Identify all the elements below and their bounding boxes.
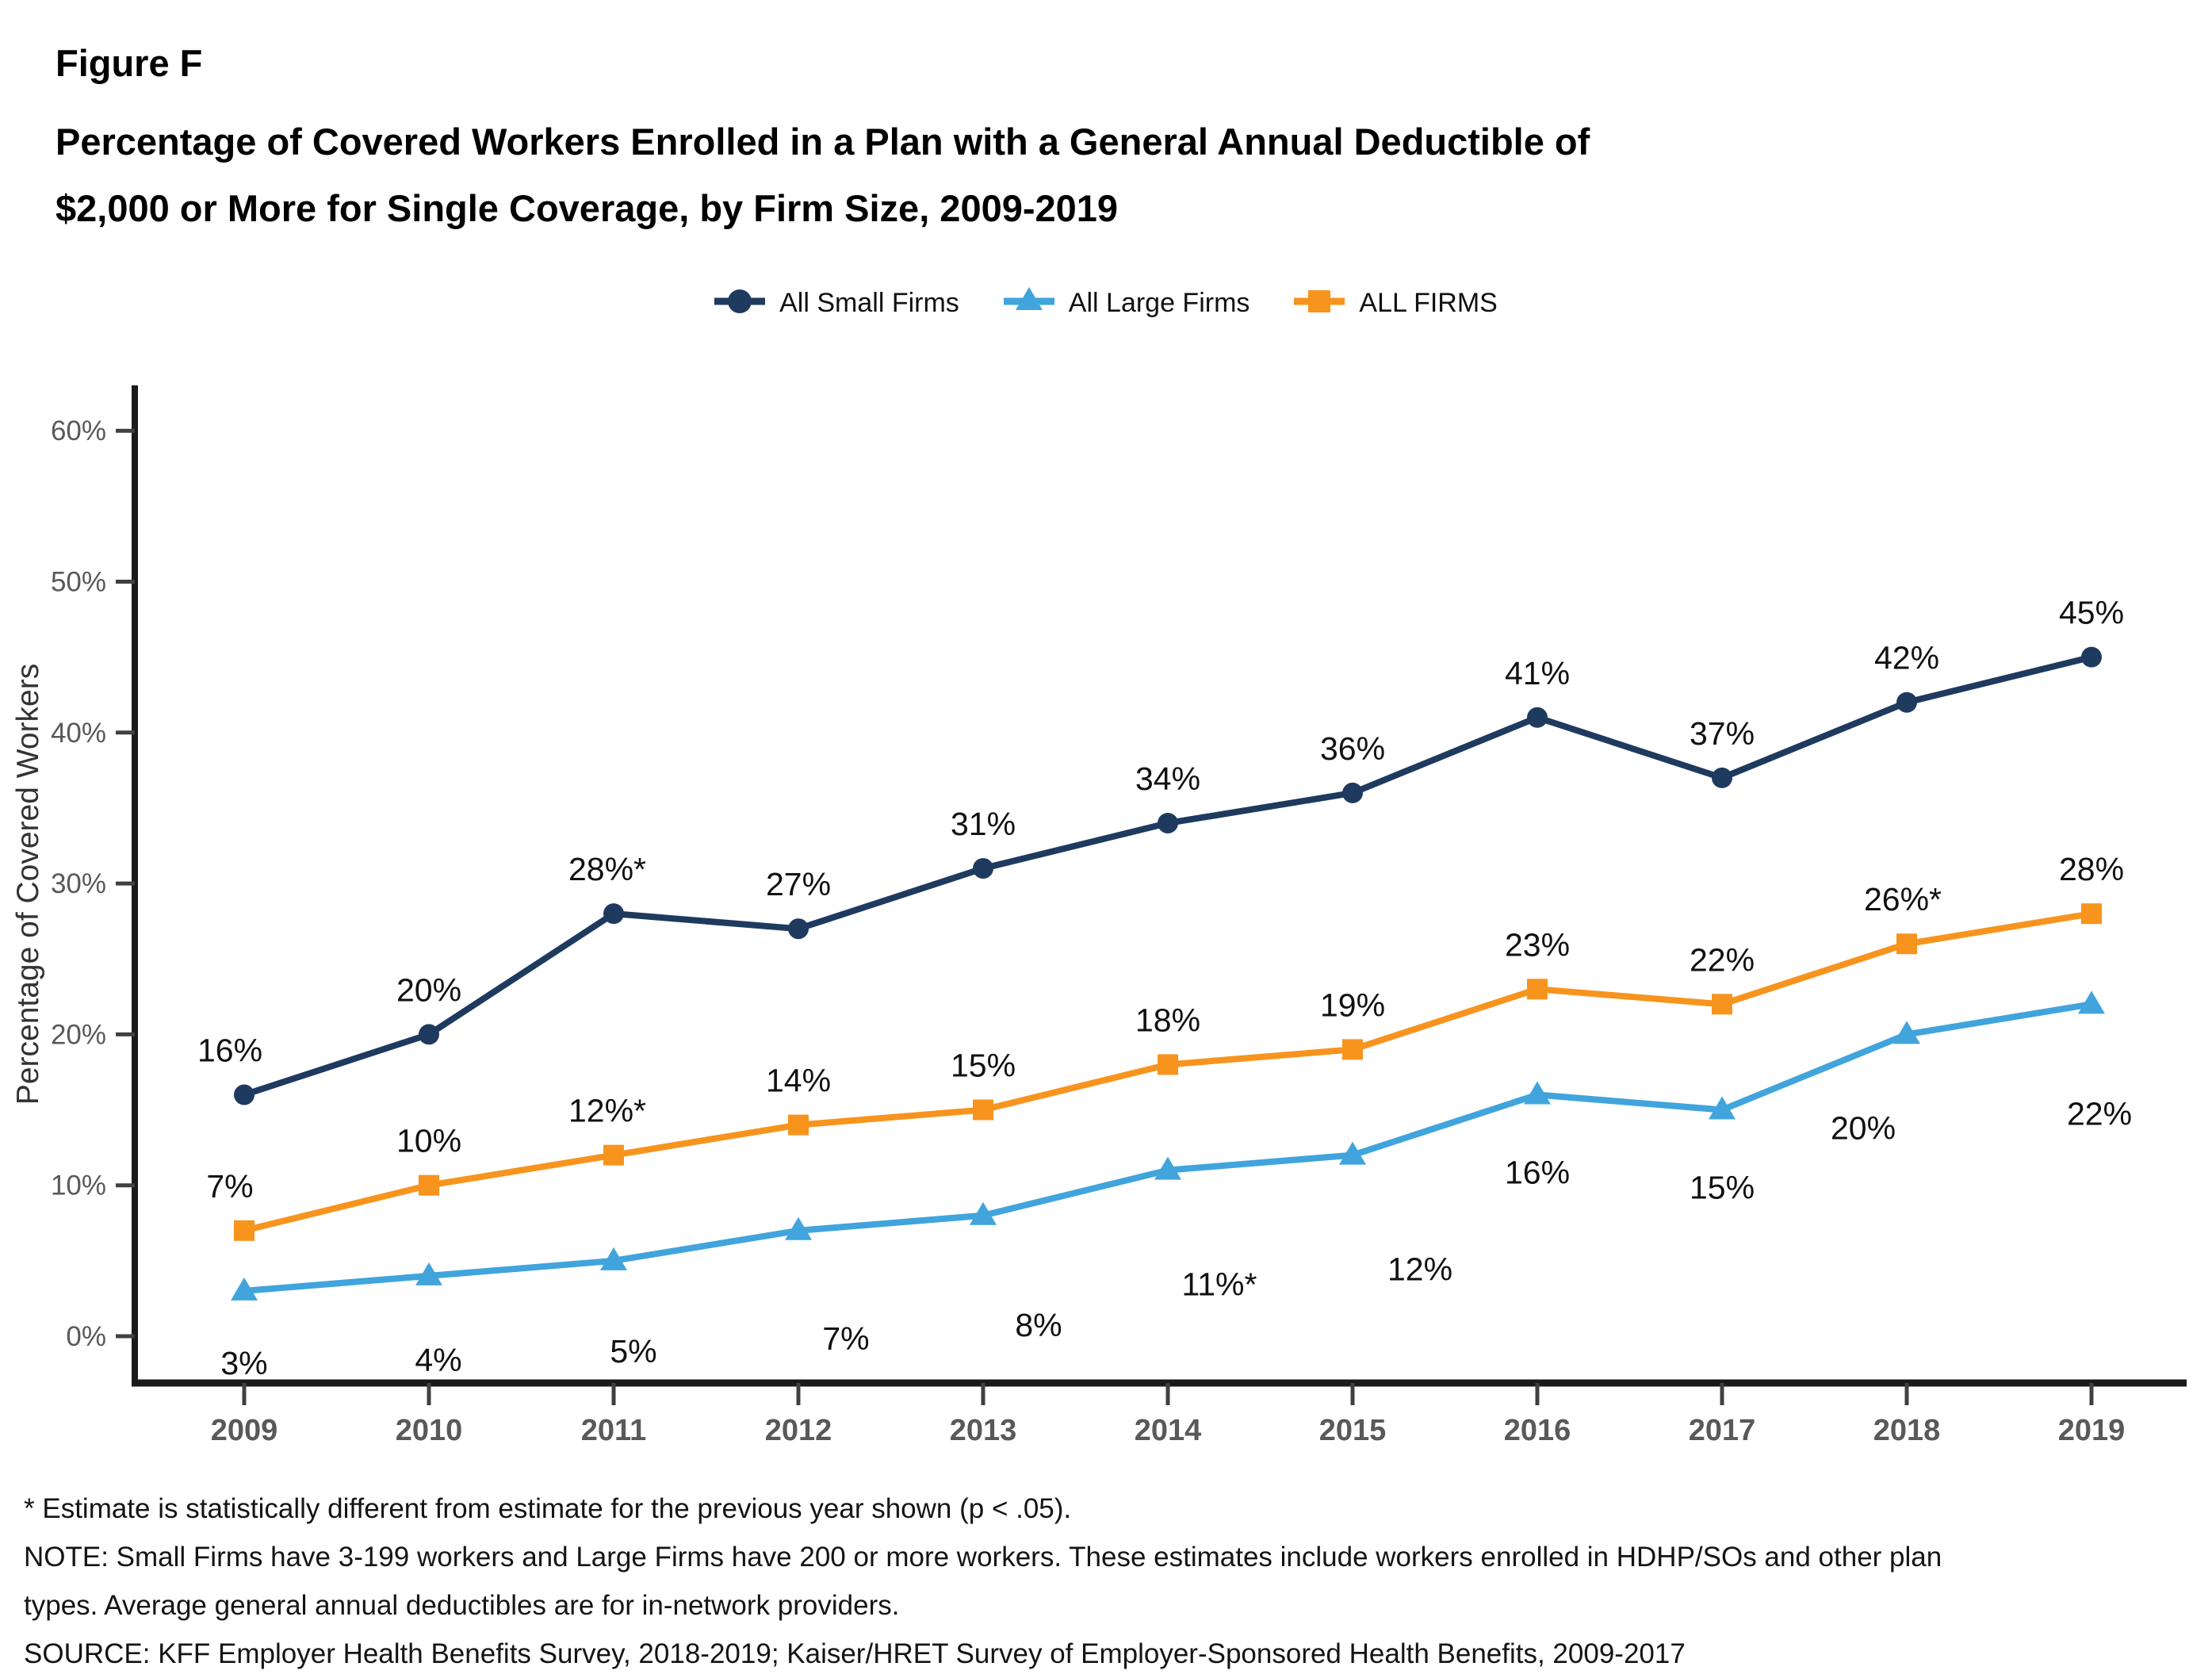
circle-marker-glyph: [714, 289, 766, 313]
series-all-large-firms: 3% 4% 5% 7% 8% 11%* 12% 16% 15% 20% 22%: [220, 990, 2132, 1381]
data-label-all-small-firms: 31%: [951, 806, 1016, 842]
chart-title-line2: $2,000 or More for Single Coverage, by F…: [55, 187, 1119, 229]
x-tick-label: 2014: [1135, 1414, 1202, 1447]
y-axis-ticks: 0% 10% 20% 30% 40% 50% 60%: [51, 416, 135, 1352]
legend: All Small Firms All Large Firms ALL FIRM…: [0, 284, 2212, 323]
footnote-note-line2: types. Average general annual deductible…: [24, 1590, 900, 1621]
data-label-all-large-firms: 15%: [1690, 1170, 1755, 1206]
footnote-source: SOURCE: KFF Employer Health Benefits Sur…: [24, 1638, 1686, 1669]
footnotes: * Estimate is statistically different fr…: [24, 1485, 1942, 1678]
square-marker-glyph: [1294, 290, 1345, 312]
square-marker-icon: [1294, 284, 1345, 323]
data-label-all-large-firms: 5%: [610, 1333, 656, 1370]
data-label-all-firms: 10%: [396, 1123, 461, 1159]
footnote-star: * Estimate is statistically different fr…: [24, 1493, 1072, 1524]
x-tick-label: 2016: [1504, 1414, 1571, 1447]
data-label-all-firms: 26%*: [1864, 881, 1942, 918]
data-label-all-small-firms: 16%: [197, 1032, 262, 1069]
legend-item-all-large-firms: All Large Firms: [1003, 284, 1250, 323]
triangle-marker-glyph: [1003, 287, 1054, 310]
data-label-all-firms: 7%: [206, 1168, 253, 1205]
legend-label: ALL FIRMS: [1359, 288, 1498, 318]
legend-item-all-small-firms: All Small Firms: [714, 284, 959, 323]
data-label-all-firms: 15%: [951, 1048, 1016, 1084]
data-label-all-firms: 14%: [766, 1063, 831, 1099]
data-label-all-small-firms: 41%: [1505, 655, 1570, 692]
x-tick-label: 2010: [396, 1414, 463, 1447]
y-axis-title: Percentage of Covered Workers: [11, 664, 45, 1105]
data-label-all-firms: 22%: [1690, 941, 1755, 978]
y-tick-label: 20%: [51, 1019, 106, 1050]
chart-title: Percentage of Covered Workers Enrolled i…: [55, 109, 1590, 242]
y-tick-label: 10%: [51, 1170, 106, 1201]
y-tick-label: 50%: [51, 567, 106, 598]
x-tick-label: 2012: [765, 1414, 832, 1447]
data-label-all-large-firms: 7%: [822, 1320, 869, 1357]
x-tick-label: 2015: [1319, 1414, 1387, 1447]
data-label-all-small-firms: 28%*: [568, 851, 646, 887]
triangle-marker-icon: [1003, 284, 1054, 323]
x-tick-label: 2019: [2058, 1414, 2126, 1447]
y-tick-label: 0%: [66, 1321, 106, 1352]
data-label-all-small-firms: 20%: [396, 971, 461, 1008]
y-tick-label: 60%: [51, 416, 106, 446]
data-label-all-firms: 19%: [1320, 986, 1385, 1023]
data-label-all-firms: 12%*: [568, 1093, 646, 1129]
series-line-all-large-firms: [241, 1001, 2095, 1294]
x-tick-label: 2009: [211, 1414, 278, 1447]
y-tick-label: 40%: [51, 718, 106, 749]
data-label-all-large-firms: 12%: [1387, 1251, 1452, 1288]
x-tick-label: 2011: [581, 1414, 646, 1447]
data-label-all-small-firms: 37%: [1690, 715, 1755, 752]
header: Figure F Percentage of Covered Workers E…: [55, 41, 1590, 242]
legend-label: All Small Firms: [779, 288, 959, 318]
figure-label: Figure F: [55, 42, 203, 84]
data-label-all-large-firms: 20%: [1831, 1109, 1896, 1146]
x-axis-ticks: 2009 2010 2011 2012 2013 2014 2015 2016 2017 2018…: [211, 1383, 2126, 1447]
legend-label: All Large Firms: [1068, 288, 1250, 318]
chart-title-line1: Percentage of Covered Workers Enrolled i…: [55, 121, 1590, 163]
data-label-all-small-firms: 34%: [1135, 760, 1200, 797]
data-label-all-large-firms: 22%: [2067, 1095, 2132, 1132]
data-label-all-small-firms: 36%: [1320, 730, 1385, 767]
data-label-all-small-firms: 42%: [1874, 640, 1939, 676]
data-label-all-small-firms: 45%: [2059, 595, 2124, 631]
y-tick-label: 30%: [51, 868, 106, 899]
x-tick-label: 2017: [1689, 1414, 1756, 1447]
data-label-all-large-firms: 4%: [415, 1342, 461, 1378]
circle-marker-icon: [714, 284, 766, 323]
x-tick-label: 2013: [950, 1414, 1017, 1447]
data-label-all-firms: 18%: [1135, 1002, 1200, 1038]
footnote-note-line1: NOTE: Small Firms have 3-199 workers and…: [24, 1542, 1942, 1573]
series-all-small-firms: 16% 20% 28%* 27% 31% 34% 36% 41% 37% 42% 45%: [197, 595, 2124, 1105]
data-label-all-small-firms: 27%: [766, 866, 831, 902]
data-label-all-large-firms: 11%*: [1182, 1266, 1257, 1303]
data-label-all-large-firms: 8%: [1015, 1307, 1062, 1343]
series-all-firms: 7% 10% 12%* 14% 15% 18% 19% 23% 22% 26%* 28%: [206, 851, 2124, 1241]
data-label-all-firms: 23%: [1505, 926, 1570, 963]
data-label-all-firms: 28%: [2059, 851, 2124, 887]
legend-item-all-firms: ALL FIRMS: [1294, 284, 1498, 323]
x-tick-label: 2018: [1873, 1414, 1941, 1447]
data-label-all-large-firms: 16%: [1505, 1155, 1570, 1191]
data-label-all-large-firms: 3%: [220, 1345, 267, 1381]
axes: [132, 385, 2187, 1387]
